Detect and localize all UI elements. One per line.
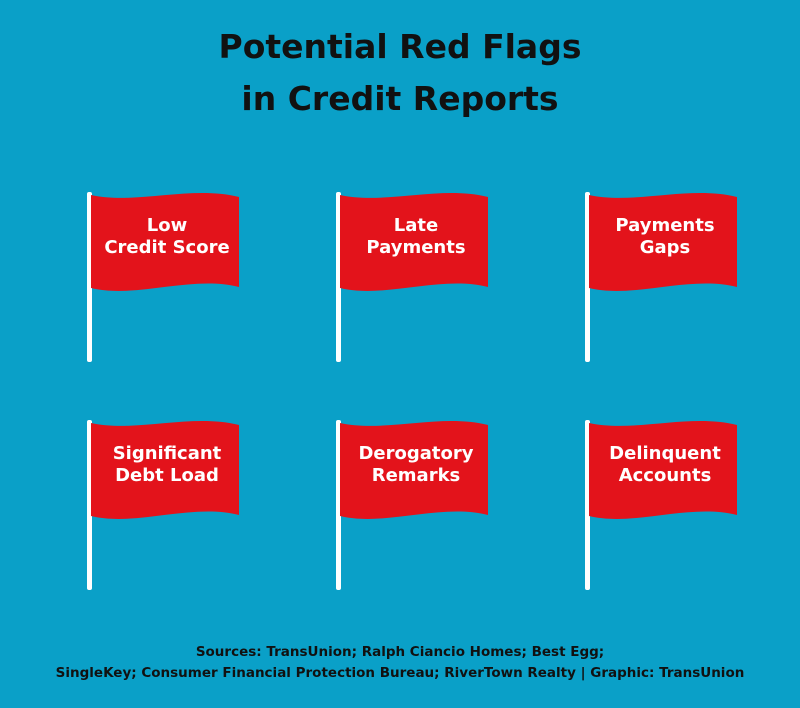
flag-label: Delinquent <box>609 443 721 464</box>
title-line: Potential Red Flags <box>219 27 582 66</box>
flag-label: Payments <box>366 237 465 258</box>
flag-label: Remarks <box>372 465 461 486</box>
flag <box>91 421 239 519</box>
flag-pole <box>87 420 92 590</box>
flag-pole <box>336 192 341 362</box>
flag-pole <box>585 420 590 590</box>
flag-pole <box>87 192 92 362</box>
flag-label: Debt Load <box>115 465 219 486</box>
sources-line: SingleKey; Consumer Financial Protection… <box>56 665 745 681</box>
flag <box>589 193 737 291</box>
flag-label: Payments <box>615 215 714 236</box>
flag-label: Accounts <box>619 465 712 486</box>
flag-label: Derogatory <box>358 443 473 464</box>
flag-label: Gaps <box>640 237 691 258</box>
flag <box>589 421 737 519</box>
flag-pole <box>585 192 590 362</box>
title-line: in Credit Reports <box>241 79 558 118</box>
flag <box>340 193 488 291</box>
flag-pole <box>336 420 341 590</box>
flag-label: Late <box>394 215 438 236</box>
flag-label: Credit Score <box>104 237 229 258</box>
sources-line: Sources: TransUnion; Ralph Ciancio Homes… <box>196 644 604 660</box>
flag-label: Low <box>147 215 187 236</box>
flag <box>340 421 488 519</box>
flag-label: Significant <box>113 443 222 464</box>
flag <box>91 193 239 291</box>
